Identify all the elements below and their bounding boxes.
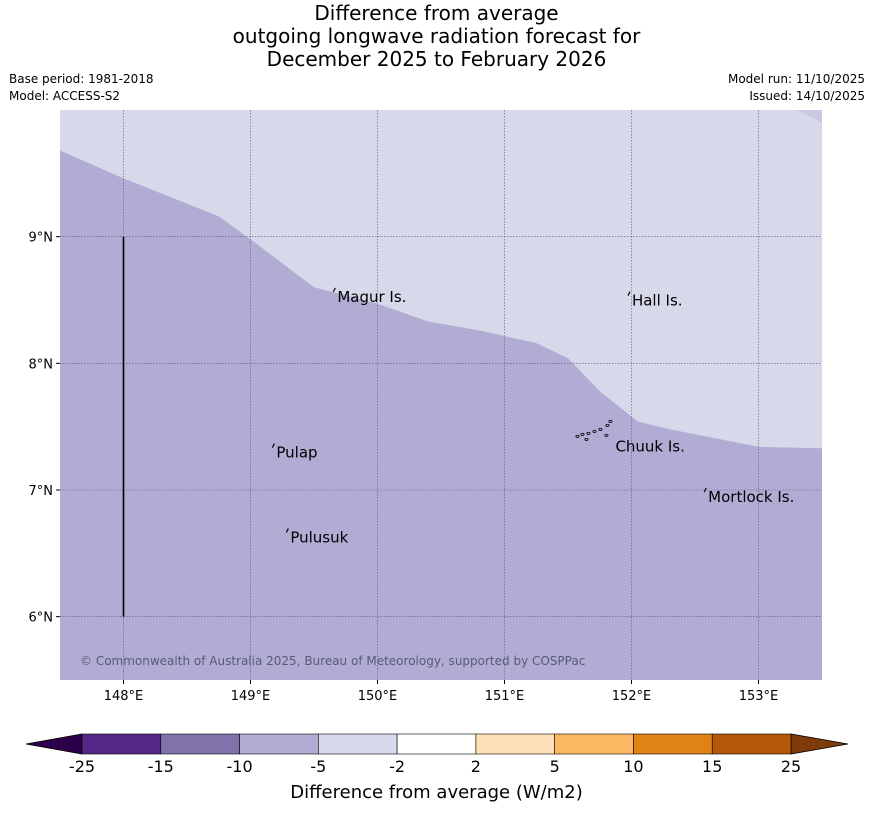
model-run-text: Model run: 11/10/2025 [727, 72, 865, 86]
island-label: Chuuk Is. [615, 437, 684, 455]
colorbar-swatch [396, 733, 477, 755]
colorbar-under-arrow [25, 733, 83, 755]
lat-tick-label: 8°N [29, 357, 54, 372]
lon-tick-label: 148°E [104, 689, 144, 704]
lat-tick-label: 9°N [29, 231, 54, 246]
colorbar-tick-label: -10 [226, 757, 252, 776]
island-shape [604, 433, 609, 437]
colorbar-tick-label: -5 [310, 757, 326, 776]
island-shape [598, 427, 603, 431]
map-title: Difference from average outgoing longwav… [0, 2, 873, 71]
chuuk-island-shapes [575, 419, 613, 441]
colorbar-over-arrow [790, 733, 849, 755]
island-label: Magur Is. [337, 288, 406, 306]
colorbar-swatch [711, 733, 792, 755]
island-shape [580, 432, 585, 436]
island-shape [575, 434, 580, 438]
colorbar-title: Difference from average (W/m2) [290, 782, 582, 803]
colorbar-tick-label: -2 [389, 757, 405, 776]
colorbar-swatch [554, 733, 634, 755]
colorbar-swatch [81, 733, 162, 755]
island-shape [627, 291, 631, 296]
island-shape [605, 423, 610, 427]
lon-tick-label: 150°E [358, 689, 398, 704]
base-period-text: Base period: 1981-2018 [9, 72, 154, 86]
colorbar-tick-label: 5 [550, 757, 560, 776]
colorbar-swatch [160, 733, 240, 755]
colorbar-tick-label: 15 [702, 757, 722, 776]
colorbar-swatch [633, 733, 713, 755]
island-label: Pulap [276, 444, 317, 462]
meta-left: Base period: 1981-2018 Model: ACCESS-S2 [9, 71, 154, 105]
island-label: Mortlock Is. [708, 488, 794, 506]
island-shape [285, 528, 289, 533]
colorbar-swatch [239, 733, 319, 755]
lon-tick-label: 152°E [612, 689, 652, 704]
island-shape [271, 443, 275, 448]
lon-tick-label: 149°E [231, 689, 271, 704]
copyright-text: © Commonwealth of Australia 2025, Bureau… [80, 654, 585, 668]
colorbar-tick-label: 25 [781, 757, 801, 776]
island-shape [592, 429, 597, 433]
lat-tick-label: 6°N [29, 611, 54, 626]
island-shape [332, 287, 336, 293]
lon-tick-label: 153°E [739, 689, 779, 704]
colorbar-tick-label: -25 [69, 757, 95, 776]
band-corner-shade [796, 110, 822, 123]
island-shape [703, 487, 707, 493]
colorbar-tick-label: 10 [623, 757, 643, 776]
issued-text: Issued: 14/10/2025 [749, 89, 865, 103]
meta-right: Model run: 11/10/2025 Issued: 14/10/2025 [728, 71, 865, 105]
island-shape [584, 437, 589, 441]
island-label: Hall Is. [632, 292, 683, 310]
title-line-2: outgoing longwave radiation forecast for [232, 24, 641, 48]
lon-tick-label: 151°E [485, 689, 525, 704]
colorbar-swatch [475, 733, 555, 755]
colorbar-swatch [318, 733, 398, 755]
colorbar-tick-label: 2 [471, 757, 481, 776]
colorbar-tick-label: -15 [148, 757, 174, 776]
model-text: Model: ACCESS-S2 [9, 89, 121, 103]
title-line-1: Difference from average [314, 1, 559, 25]
lat-tick-label: 7°N [29, 484, 54, 499]
island-shape [586, 431, 591, 435]
island-shape [608, 419, 613, 423]
title-line-3: December 2025 to February 2026 [266, 47, 607, 71]
island-label: Pulusuk [290, 529, 348, 547]
